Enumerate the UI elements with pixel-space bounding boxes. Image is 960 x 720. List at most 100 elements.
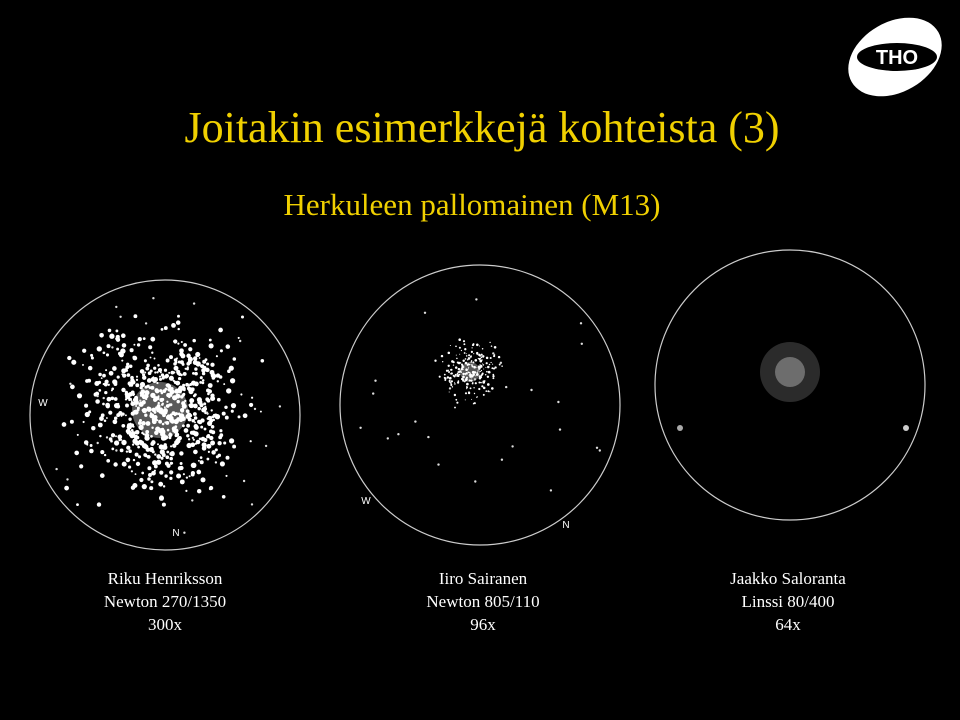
star (219, 429, 223, 433)
star (169, 470, 174, 475)
star (135, 461, 141, 467)
star (102, 402, 105, 406)
star (478, 377, 482, 380)
star (141, 431, 144, 435)
star (161, 376, 165, 380)
star (115, 305, 118, 309)
star (224, 405, 228, 410)
star (163, 326, 168, 331)
star (481, 370, 483, 372)
star (172, 395, 177, 400)
star (130, 485, 136, 490)
star (189, 383, 193, 386)
star (116, 375, 120, 379)
star (187, 438, 191, 441)
caption-line: Newton 805/110 (426, 592, 539, 611)
star (137, 407, 140, 410)
star (204, 405, 207, 408)
star (113, 382, 118, 386)
star (206, 388, 210, 393)
star (193, 416, 198, 420)
star (447, 351, 451, 355)
star (130, 378, 135, 383)
star (175, 380, 181, 386)
star (173, 371, 176, 374)
star (477, 366, 481, 369)
star (240, 393, 243, 396)
star (181, 362, 185, 366)
star (210, 362, 215, 367)
star (125, 457, 131, 463)
star (134, 473, 137, 476)
star (186, 442, 192, 449)
star (201, 445, 207, 451)
star (111, 346, 114, 349)
star (139, 399, 142, 402)
star (179, 462, 183, 465)
star (174, 440, 177, 443)
star (160, 373, 165, 377)
star (134, 430, 140, 435)
star (226, 388, 232, 394)
star (217, 453, 222, 458)
star (69, 382, 72, 385)
star (173, 413, 177, 417)
star (133, 434, 139, 440)
star (190, 462, 196, 468)
star (491, 367, 494, 370)
star (102, 396, 105, 400)
star (549, 489, 553, 492)
star (108, 370, 114, 376)
star (185, 476, 189, 479)
star (249, 402, 254, 407)
star (90, 353, 94, 357)
star (112, 380, 115, 383)
star (177, 360, 181, 364)
star (488, 363, 491, 366)
star (485, 366, 487, 368)
star (144, 413, 148, 417)
star (153, 357, 156, 360)
star (172, 429, 176, 433)
logo: THO (848, 17, 942, 97)
star (250, 503, 254, 506)
star (179, 348, 184, 354)
star (173, 419, 179, 425)
star (188, 475, 191, 478)
star (511, 445, 514, 448)
star (135, 405, 138, 407)
star (138, 418, 143, 423)
star (89, 448, 94, 454)
star (237, 336, 240, 339)
star (141, 471, 145, 475)
star (206, 398, 211, 403)
star (146, 378, 152, 383)
star (455, 398, 458, 401)
star (143, 359, 147, 363)
star (207, 392, 210, 396)
star (489, 341, 491, 344)
star (121, 423, 126, 428)
star (469, 387, 472, 390)
star (165, 420, 170, 425)
star (201, 442, 207, 448)
star (186, 367, 189, 371)
star (153, 366, 157, 370)
star (141, 407, 148, 414)
star (82, 420, 85, 424)
star (173, 358, 178, 362)
star (482, 386, 486, 390)
star (194, 442, 198, 445)
star (188, 404, 191, 406)
star (124, 390, 128, 394)
star (242, 479, 246, 483)
star (132, 355, 138, 361)
star (473, 365, 476, 369)
star (449, 373, 451, 375)
star (199, 460, 204, 465)
star (157, 443, 159, 446)
star (158, 411, 161, 414)
star (486, 375, 490, 378)
star (76, 433, 79, 436)
